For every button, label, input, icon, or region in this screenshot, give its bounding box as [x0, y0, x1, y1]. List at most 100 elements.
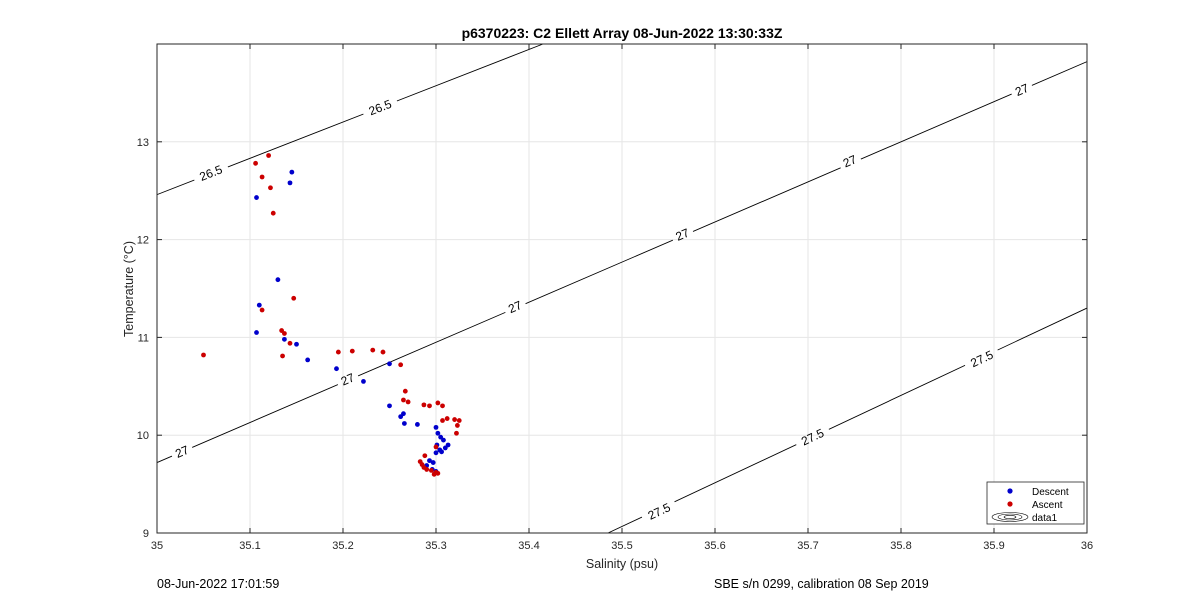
ascent-point — [259, 174, 265, 180]
x-tick-label: 35.8 — [890, 540, 911, 552]
chart-title: p6370223: C2 Ellett Array 08-Jun-2022 13… — [462, 25, 783, 41]
ascent-point — [268, 185, 273, 191]
descent-point — [289, 169, 295, 175]
ascent-point — [454, 430, 459, 436]
descent-point — [254, 195, 259, 200]
x-tick-label: 35.3 — [425, 540, 446, 552]
descent-point — [282, 336, 287, 342]
ascent-point — [421, 402, 427, 408]
grid — [156, 44, 1088, 534]
contour-label: 27 — [506, 298, 524, 316]
contour-label: 27 — [841, 152, 859, 170]
legend-label-data1: data1 — [1032, 513, 1057, 524]
contour-label: 27.5 — [799, 426, 826, 449]
ascent-point — [424, 467, 430, 472]
contour-label: 26.5 — [198, 162, 225, 184]
ascent-point — [280, 353, 285, 359]
descent-point — [415, 422, 420, 427]
contour-label: 27.5 — [646, 500, 673, 523]
descent-point — [387, 361, 392, 367]
contour-label: 27 — [173, 443, 191, 461]
ascent-point — [422, 453, 428, 459]
legend-marker-data1 — [991, 512, 1029, 522]
descent-point — [401, 411, 406, 417]
descent-point — [256, 302, 262, 308]
ascent-point — [266, 153, 271, 158]
contour-label: 27.5 — [968, 347, 995, 370]
ascent-point — [259, 307, 265, 313]
legend-box — [986, 481, 1085, 525]
x-axis-label: Salinity (psu) — [586, 557, 658, 571]
ascent-point — [335, 349, 341, 355]
y-tick-label: 13 — [137, 137, 149, 149]
descent-point — [254, 330, 259, 335]
ascent-point — [431, 471, 437, 477]
ascent-point — [201, 352, 206, 358]
ascent-point — [349, 348, 355, 354]
legend-label-ascent: Ascent — [1032, 500, 1063, 511]
ascent-point — [287, 340, 293, 346]
x-tick-label: 35.1 — [239, 540, 260, 552]
descent-point — [445, 442, 451, 448]
ascent-point — [427, 403, 432, 409]
descent-point — [334, 366, 339, 372]
y-axis-label: Temperature (°C) — [122, 241, 136, 337]
x-tick-label: 35.9 — [983, 540, 1004, 552]
footer-calibration: SBE s/n 0299, calibration 08 Sep 2019 — [714, 577, 929, 591]
descent-point — [433, 450, 439, 456]
contour-label: 27 — [339, 370, 357, 388]
descent-point — [433, 424, 439, 430]
x-tick-label: 36 — [1081, 540, 1093, 552]
data-points — [201, 153, 462, 477]
x-tick-label: 35.7 — [797, 540, 818, 552]
descent-point — [435, 430, 441, 436]
ascent-point — [440, 418, 445, 423]
axis-ticks: 35 35.1 35.2 35.3 35.4 35.5 35.6 35.7 35.8 35.9 36… — [137, 44, 1093, 552]
x-tick-label: 35.6 — [704, 540, 725, 552]
ascent-point — [454, 423, 460, 428]
contour-line-27 — [156, 61, 1088, 463]
ascent-point — [380, 349, 386, 355]
x-tick-label: 35.2 — [332, 540, 353, 552]
descent-point — [439, 449, 444, 455]
ascent-point — [428, 468, 434, 473]
descent-point — [361, 379, 366, 384]
contour-line-27.5 — [607, 307, 1088, 534]
descent-point — [275, 277, 281, 283]
x-tick-label: 35 — [151, 540, 163, 552]
ascent-point — [370, 347, 376, 353]
legend-marker-ascent — [1007, 501, 1013, 507]
ascent-point — [435, 400, 441, 406]
descent-point — [401, 421, 407, 426]
legend-label-descent: Descent — [1032, 487, 1069, 498]
ascent-point — [435, 470, 441, 476]
x-tick-label: 35.5 — [611, 540, 632, 552]
y-tick-label: 11 — [138, 332, 149, 344]
contour-line-26.5 — [156, 43, 544, 196]
descent-point — [287, 180, 293, 186]
descent-point — [430, 460, 436, 465]
legend: Descent Ascent data1 — [986, 481, 1085, 525]
ascent-point — [253, 160, 258, 166]
legend-marker-descent — [1007, 488, 1013, 494]
contour-label: 27 — [674, 226, 692, 244]
density-contours: 26.5 26.5 27 27 27 27 27 27 27.5 27.5 27.5 — [156, 43, 1088, 534]
ascent-point — [282, 331, 287, 336]
x-tick-label: 35.4 — [518, 540, 539, 552]
y-tick-label: 12 — [137, 235, 149, 247]
contour-label: 26.5 — [367, 97, 394, 119]
ascent-point — [433, 444, 439, 450]
contour-label: 27 — [1013, 81, 1031, 99]
descent-point — [387, 403, 392, 409]
y-tick-label: 9 — [143, 528, 149, 540]
descent-point — [294, 341, 299, 347]
y-tick-label: 10 — [137, 430, 149, 442]
ascent-point — [402, 388, 408, 394]
ascent-point — [401, 397, 406, 403]
ascent-point — [452, 417, 457, 422]
ascent-point — [444, 416, 450, 421]
ascent-point — [291, 295, 297, 301]
ascent-point — [440, 403, 445, 409]
descent-point — [441, 437, 446, 443]
